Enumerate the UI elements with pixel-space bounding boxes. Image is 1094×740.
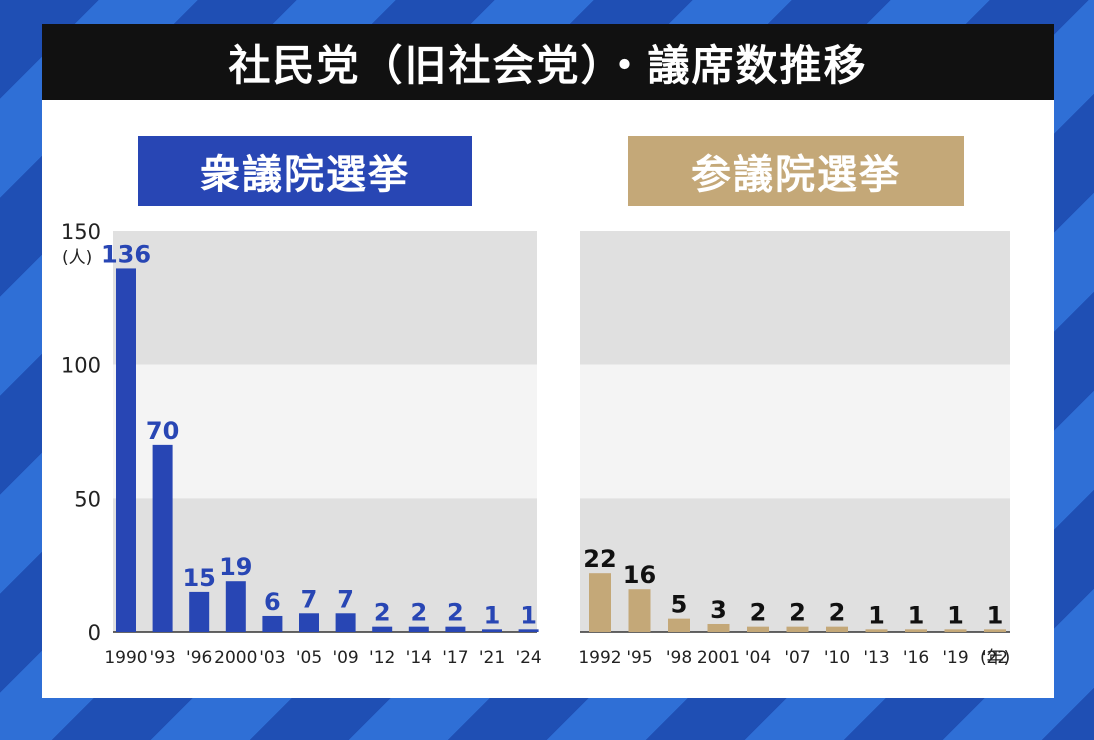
san-grid-band — [580, 231, 1010, 365]
sangiin-label: 参議院選挙 — [628, 136, 964, 206]
san-grid-band — [580, 498, 1010, 632]
shu-x-tick-label: '96 — [186, 648, 212, 668]
san-data-label: 2 — [789, 599, 806, 627]
san-x-axis-unit: (年) — [980, 648, 1010, 668]
shu-x-tick-label: '24 — [515, 648, 541, 668]
shu-grid-band — [113, 498, 537, 632]
shu-bar — [116, 268, 136, 632]
san-bar — [944, 629, 967, 632]
shu-data-label: 7 — [337, 585, 354, 613]
shu-x-tick-label: '03 — [259, 648, 285, 668]
shu-x-tick-label: '93 — [149, 648, 175, 668]
san-bar — [905, 629, 927, 632]
page-title: 社民党（旧社会党）・議席数推移 — [42, 24, 1054, 100]
shu-bar — [372, 626, 393, 632]
shu-bar — [225, 581, 246, 632]
shu-bar — [408, 626, 429, 632]
san-bar — [707, 623, 730, 632]
shu-bar — [482, 629, 502, 632]
shu-bar — [445, 626, 466, 632]
shu-data-label: 19 — [219, 553, 252, 581]
shu-x-tick-label: '05 — [296, 648, 322, 668]
shu-y-axis-unit: (人) — [62, 248, 92, 268]
san-x-tick-label: '07 — [784, 648, 810, 668]
shu-y-tick-label: 150 — [61, 220, 101, 244]
shu-x-tick-label: '14 — [406, 648, 432, 668]
shu-x-tick-label: '09 — [332, 648, 358, 668]
shu-bar — [518, 629, 539, 632]
shu-grid-band — [113, 231, 537, 365]
shu-data-label: 2 — [447, 599, 464, 627]
san-bar — [786, 626, 809, 632]
san-bar — [668, 618, 690, 632]
san-x-tick-label: '13 — [863, 648, 889, 668]
san-bar — [865, 629, 888, 632]
san-grid-band — [580, 364, 1010, 499]
shu-data-label: 136 — [101, 240, 151, 268]
shu-data-label: 15 — [182, 564, 215, 592]
san-bar — [628, 589, 651, 632]
shu-data-label: 1 — [520, 601, 537, 629]
san-data-label: 22 — [583, 545, 616, 573]
shu-x-tick-label: 1990 — [104, 648, 147, 668]
san-data-label: 16 — [623, 561, 656, 589]
shu-bar — [189, 591, 210, 632]
shu-x-tick-label: '12 — [369, 648, 395, 668]
san-data-label: 3 — [710, 596, 727, 624]
shu-bar — [335, 613, 356, 632]
shu-data-label: 1 — [484, 601, 501, 629]
san-bar — [747, 626, 769, 632]
shu-grid-band — [113, 364, 537, 499]
shu-bar — [152, 444, 173, 632]
shu-y-tick-label: 0 — [88, 621, 101, 645]
san-x-tick-label: '22 — [982, 648, 1008, 668]
san-x-tick-label: 2001 — [697, 648, 740, 668]
san-bar — [826, 626, 848, 632]
san-x-tick-label: '04 — [745, 648, 771, 668]
shu-data-label: 70 — [146, 417, 179, 445]
san-x-tick-label: 1992 — [578, 648, 621, 668]
bar-charts: 050100150136199070'9315'961920006'037'05… — [61, 220, 1010, 668]
san-x-tick-label: '10 — [824, 648, 850, 668]
san-x-tick-label: '98 — [666, 648, 692, 668]
san-data-label: 1 — [908, 601, 925, 629]
san-data-label: 1 — [947, 601, 964, 629]
shu-x-tick-label: '17 — [442, 648, 468, 668]
san-x-tick-label: '19 — [942, 648, 968, 668]
shu-data-label: 2 — [410, 599, 427, 627]
san-data-label: 1 — [987, 601, 1004, 629]
shu-data-label: 6 — [264, 588, 281, 616]
shu-y-tick-label: 50 — [74, 487, 101, 511]
shugiin-label: 衆議院選挙 — [138, 136, 472, 206]
shu-data-label: 2 — [374, 599, 391, 627]
san-data-label: 5 — [671, 591, 688, 619]
shu-data-label: 7 — [301, 585, 318, 613]
san-data-label: 2 — [750, 599, 767, 627]
san-data-label: 1 — [868, 601, 885, 629]
san-bar — [984, 629, 1006, 632]
san-data-label: 2 — [829, 599, 846, 627]
shu-y-tick-label: 100 — [61, 354, 101, 378]
san-x-tick-label: '95 — [626, 648, 652, 668]
shu-x-tick-label: 2000 — [214, 648, 257, 668]
san-x-tick-label: '16 — [903, 648, 929, 668]
shu-bar — [262, 615, 283, 632]
shu-bar — [299, 613, 319, 632]
shu-x-tick-label: '21 — [479, 648, 505, 668]
san-bar — [589, 573, 611, 632]
chart-card: 衆議院選挙 参議院選挙 0 50 100 150 136 1990 70'93 15'96 19… — [42, 100, 1054, 698]
